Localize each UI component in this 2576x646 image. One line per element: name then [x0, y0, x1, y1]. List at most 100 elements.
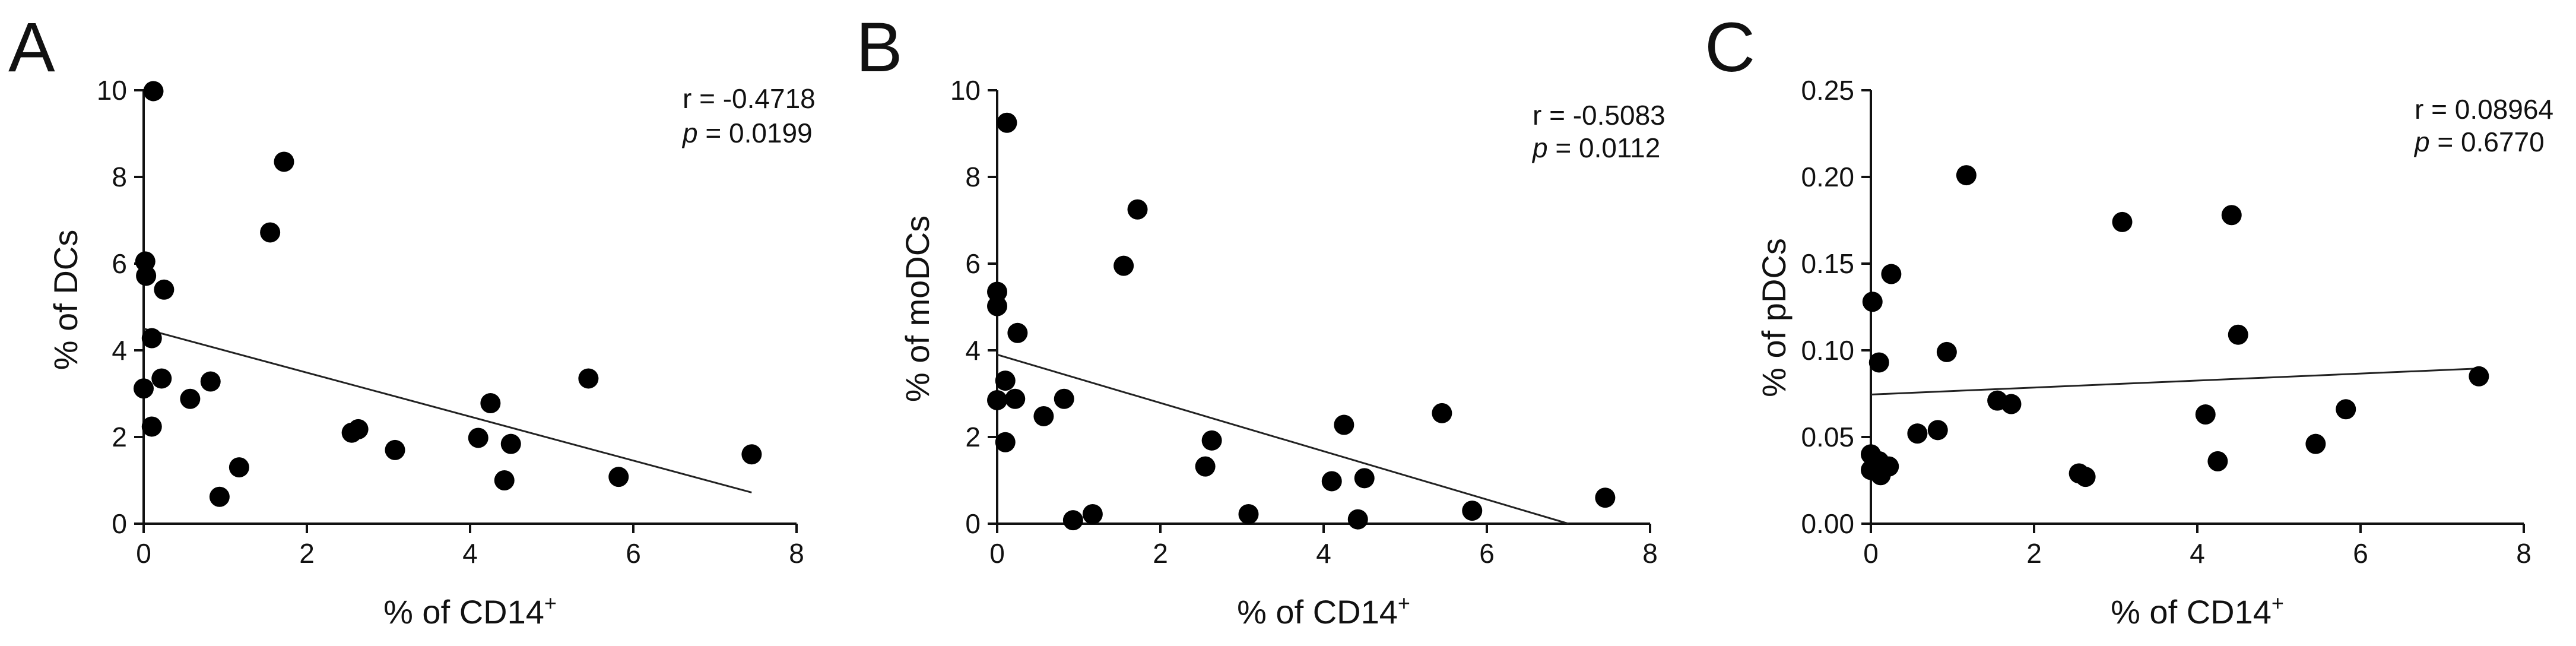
data-point — [578, 368, 599, 389]
data-point — [141, 328, 162, 349]
data-point — [1595, 487, 1616, 508]
x-tick-label: 8 — [2516, 538, 2531, 569]
r-value-text: r = -0.4718 — [683, 83, 816, 114]
x-axis-label-text: % of CD14 — [2111, 593, 2272, 631]
regression-line — [997, 353, 1569, 525]
axes: 0 2 4 6 8 0 2 4 6 8 10 — [950, 75, 1658, 569]
data-point — [143, 81, 164, 102]
y-tick-label: 2 — [112, 422, 127, 452]
data-point — [1334, 414, 1354, 435]
data-point — [141, 416, 162, 437]
data-point — [2075, 467, 2096, 487]
data-point — [1082, 504, 1103, 524]
x-tick-label: 2 — [299, 538, 315, 569]
p-symbol: p — [2413, 126, 2430, 157]
y-tick-label: 0 — [965, 508, 981, 539]
data-point — [1062, 510, 1083, 531]
data-point — [2207, 451, 2228, 471]
panel-a: A r = -0.4718 p = 0.0199 % of DCs % of C… — [8, 8, 816, 631]
y-tick-label: 6 — [965, 248, 981, 279]
y-tick-label: 0.00 — [1801, 508, 1854, 539]
data-point — [2228, 324, 2248, 345]
panel-letter: C — [1705, 8, 1755, 87]
data-point — [348, 419, 369, 439]
p-value: = 0.6770 — [2430, 126, 2545, 157]
data-point — [1936, 341, 1957, 362]
y-tick-label: 0.05 — [1801, 422, 1854, 452]
y-tick-label: 8 — [112, 162, 127, 192]
data-point — [209, 486, 230, 507]
data-point — [987, 390, 1007, 410]
data-point — [1868, 352, 1889, 373]
p-value-text: p = 0.6770 — [2413, 126, 2545, 157]
data-point — [2221, 205, 2242, 226]
x-axis-label-sup: + — [2272, 591, 2284, 615]
data-point — [1870, 465, 1891, 486]
panel-c: C r = 0.08964 p = 0.6770 % of pDCs % of … — [1705, 8, 2553, 631]
data-point — [200, 371, 221, 392]
x-tick-label: 0 — [1863, 538, 1879, 569]
data-point — [741, 444, 762, 465]
x-tick-label: 2 — [2026, 538, 2042, 569]
p-symbol: p — [1531, 132, 1548, 163]
data-point — [1907, 423, 1928, 444]
x-tick-label: 4 — [462, 538, 478, 569]
data-point — [2305, 433, 2326, 454]
x-tick-label: 8 — [789, 538, 804, 569]
data-point — [494, 470, 515, 490]
data-point — [1195, 456, 1216, 477]
x-axis-label: % of CD14+ — [2111, 591, 2284, 631]
x-axis-label-sup: + — [1398, 591, 1410, 615]
data-point — [995, 432, 1016, 452]
x-tick-label: 0 — [136, 538, 151, 569]
y-tick-label: 10 — [950, 75, 981, 106]
data-point — [1321, 471, 1342, 492]
data-point — [1201, 430, 1222, 451]
y-tick-label: 0.20 — [1801, 162, 1854, 192]
p-value: = 0.0112 — [1548, 132, 1661, 163]
data-point — [987, 296, 1007, 316]
data-point — [1354, 468, 1375, 489]
data-point — [260, 222, 281, 243]
data-point — [468, 428, 488, 448]
data-point — [1005, 388, 1026, 409]
data-point — [274, 151, 294, 172]
data-point — [1956, 165, 1977, 186]
data-point — [1238, 504, 1259, 524]
regression-line — [143, 328, 752, 493]
x-tick-label: 6 — [1479, 538, 1495, 569]
plot-area: 0 2 4 6 8 0 2 4 6 8 10 — [950, 75, 1658, 569]
y-tick-label: 0.15 — [1801, 248, 1854, 279]
x-axis-label-text: % of CD14 — [383, 593, 544, 631]
data-point — [480, 393, 501, 414]
data-point — [997, 112, 1017, 133]
data-point — [995, 370, 1016, 391]
data-point — [154, 279, 175, 300]
data-point — [1462, 501, 1483, 521]
y-tick-label: 4 — [965, 335, 981, 366]
data-point — [500, 433, 521, 454]
axes: 0 2 4 6 8 0.00 0.05 0.10 0.15 0.20 0.25 — [1801, 75, 2531, 569]
r-value-text: r = 0.08964 — [2415, 94, 2553, 125]
data-point — [2195, 404, 2216, 425]
data-point — [987, 281, 1007, 302]
data-point — [134, 378, 154, 399]
y-tick-label: 6 — [112, 248, 127, 279]
r-value-text: r = -0.5083 — [1533, 100, 1665, 131]
data-point — [385, 439, 405, 460]
y-tick-label: 0.25 — [1801, 75, 1854, 106]
data-point — [1927, 420, 1948, 441]
regression-line — [1870, 368, 2479, 395]
data-point — [1054, 388, 1074, 409]
p-value-text: p = 0.0199 — [681, 118, 813, 148]
data-point — [1881, 264, 1902, 284]
y-axis-label: % of DCs — [47, 230, 84, 370]
y-axis-label: % of moDCs — [899, 216, 936, 402]
data-point — [2469, 366, 2489, 387]
data-point — [135, 251, 156, 272]
x-tick-label: 4 — [1316, 538, 1331, 569]
data-point — [1862, 292, 1883, 312]
data-point — [180, 388, 201, 409]
data-point — [2336, 399, 2356, 420]
data-point — [1127, 199, 1148, 220]
